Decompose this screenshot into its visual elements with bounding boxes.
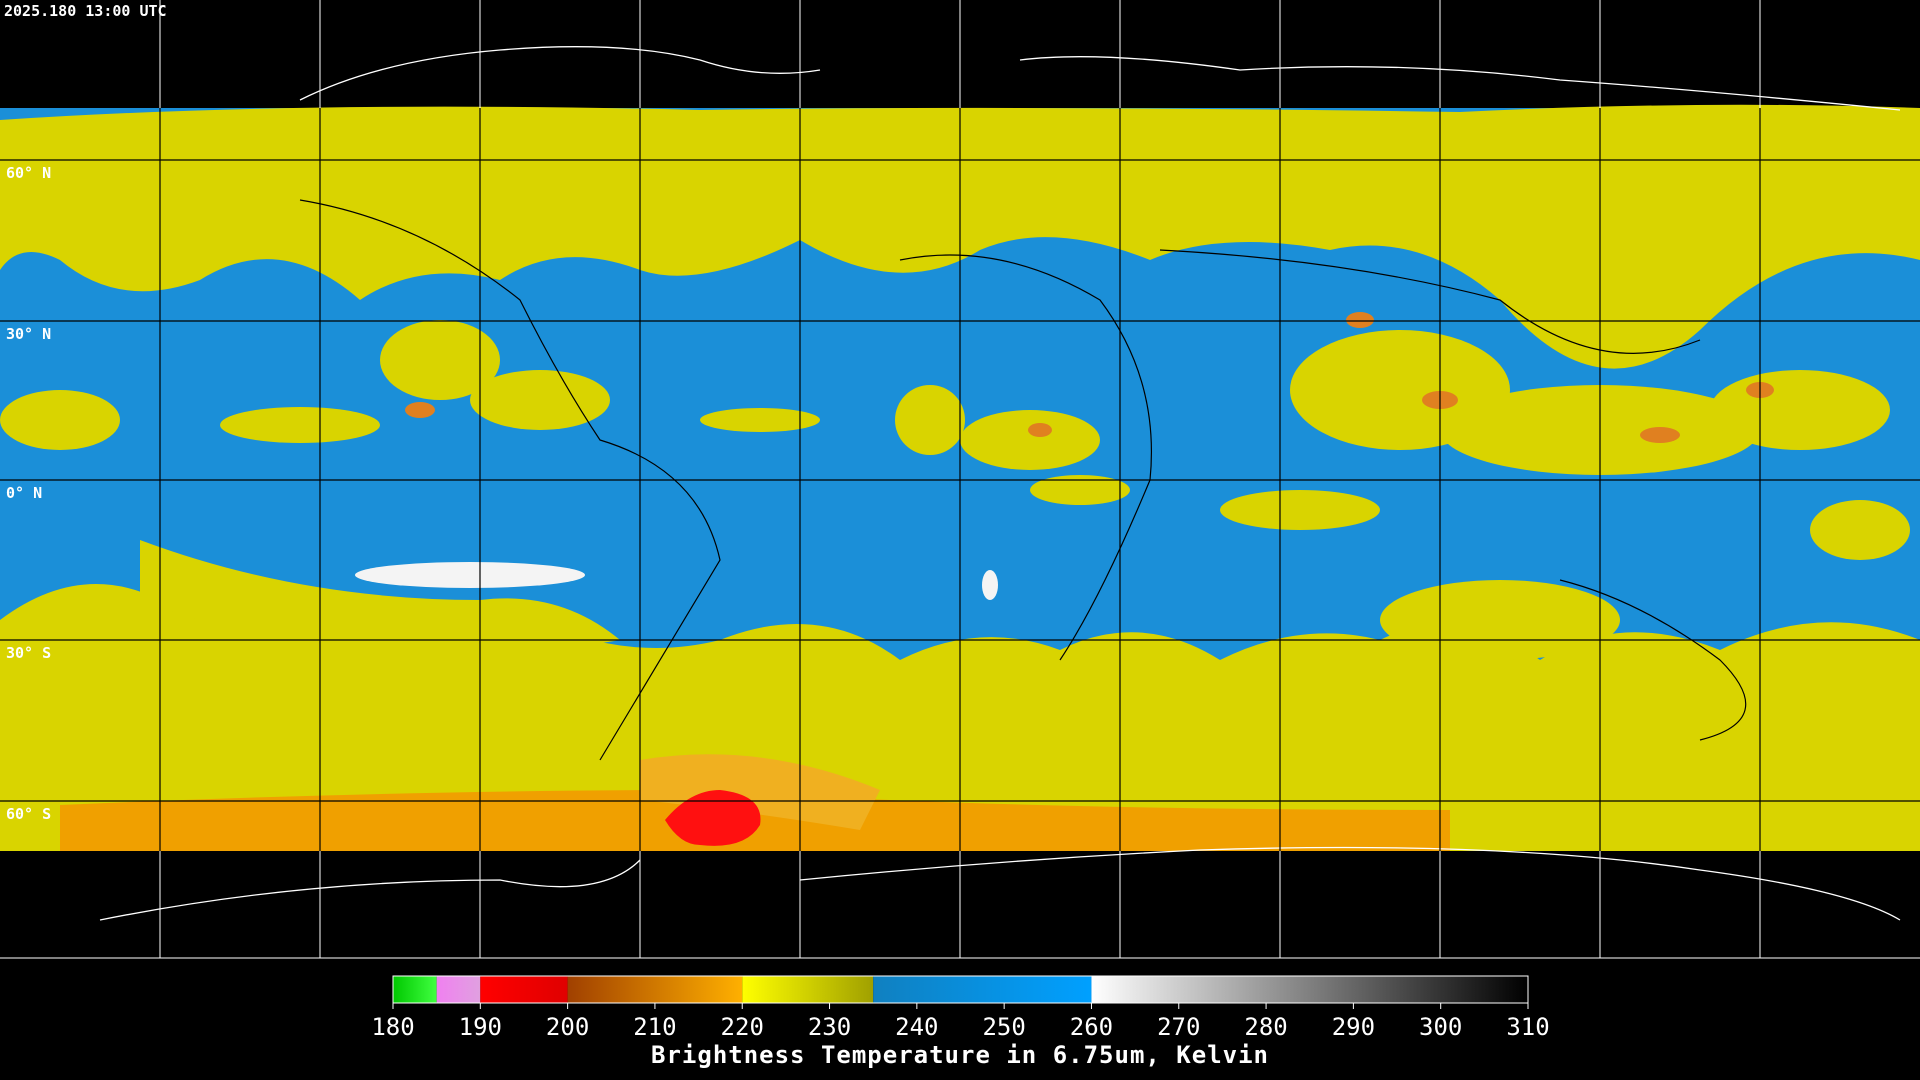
grid	[0, 108, 1920, 851]
colorbar-tick-label: 270	[1157, 1013, 1200, 1041]
colorbar-tick-label: 260	[1070, 1013, 1113, 1041]
timestamp: 2025.180 13:00 UTC	[4, 2, 167, 20]
warm-region	[982, 570, 998, 600]
colorbar-segment	[873, 976, 1092, 1003]
colorbar-tick-label: 310	[1506, 1013, 1549, 1041]
colorbar-tick-label: 190	[459, 1013, 502, 1041]
south-band-2	[140, 540, 620, 660]
lat-label: 30° N	[6, 325, 51, 343]
colorbar-tick-label: 240	[895, 1013, 938, 1041]
colorbar-tick-label: 210	[633, 1013, 676, 1041]
coastlines	[299, 199, 1747, 761]
warm-region	[355, 562, 585, 588]
orange-zone-2	[640, 754, 880, 830]
lat-labels: 60° N 30° N 0° N 30° S 60° S	[6, 164, 51, 823]
colorbar-tick-label: 220	[721, 1013, 764, 1041]
colorbar: 180 190 200 210 220 230 240 250 260 270 280 290 300 3…	[371, 975, 1550, 1041]
colorbar-tick-label: 290	[1332, 1013, 1375, 1041]
lat-label: 0° N	[6, 484, 42, 502]
colorbar-tick-label: 280	[1244, 1013, 1287, 1041]
colorbar-segment	[1091, 976, 1528, 1003]
colorbar-tick-label: 250	[982, 1013, 1025, 1041]
colorbar-tick-label: 230	[808, 1013, 851, 1041]
colorbar-segment	[742, 976, 874, 1003]
lat-label: 30° S	[6, 644, 51, 662]
lat-label: 60° S	[6, 805, 51, 823]
lat-label: 60° N	[6, 164, 51, 182]
colorbar-segment	[480, 976, 568, 1003]
colorbar-segment	[436, 976, 481, 1003]
colorbar-frame	[392, 975, 1529, 1004]
grid-polar	[0, 0, 1920, 959]
colorbar-segment	[567, 976, 743, 1003]
colorbar-title: Brightness Temperature in 6.75um, Kelvin	[651, 1041, 1269, 1069]
cyclone-core	[665, 790, 761, 846]
polar-coastlines	[99, 46, 1901, 921]
colorbar-tick-label: 180	[371, 1013, 414, 1041]
colorbar-tick-label: 300	[1419, 1013, 1462, 1041]
colorbar-segment	[393, 976, 437, 1003]
colorbar-tick-label: 200	[546, 1013, 589, 1041]
